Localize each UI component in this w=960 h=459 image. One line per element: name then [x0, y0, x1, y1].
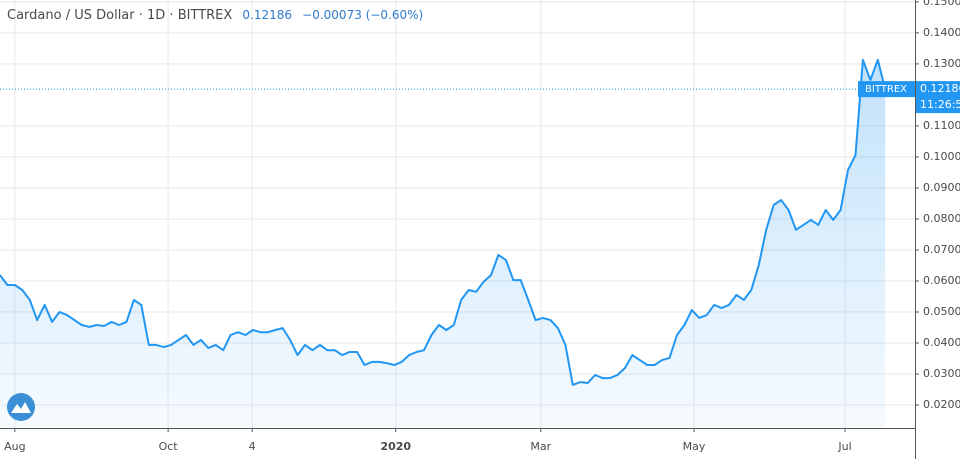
last-price: 0.12186 [242, 8, 293, 22]
y-tick-label: 0.0300 [923, 367, 960, 380]
y-tick-label: 0.1100 [923, 119, 960, 132]
x-tick-label: Oct [159, 440, 179, 453]
y-tick-label: 0.1000 [923, 150, 960, 163]
area-fill [0, 59, 886, 429]
exchange-label: BITTREX [865, 84, 907, 95]
price-change: −0.00073 (−0.60%) [302, 8, 424, 22]
header: Cardano / US Dollar · 1D · BITTREX 0.121… [7, 8, 429, 23]
symbol-title: Cardano / US Dollar · 1D · BITTREX [7, 8, 233, 23]
y-tick-label: 0.0700 [923, 243, 960, 256]
y-tick-label: 0.0600 [923, 274, 960, 287]
y-tick-label: 0.0200 [923, 398, 960, 411]
x-tick-label: 4 [249, 440, 256, 453]
price-badge-label: 0.12186 [920, 82, 960, 95]
x-tick-label: Aug [4, 440, 25, 453]
x-tick-label: Mar [530, 440, 551, 453]
exchange-badge [858, 81, 915, 98]
y-tick-label: 0.0400 [923, 336, 960, 349]
time-badge-label: 11:26:5 [920, 98, 960, 111]
y-tick-label: 0.1400 [923, 26, 960, 39]
y-tick-label: 0.0900 [923, 181, 960, 194]
y-tick-label: 0.0500 [923, 305, 960, 318]
y-tick-label: 0.1500 [923, 0, 960, 8]
price-line [0, 58, 887, 386]
x-tick-label: Jul [837, 440, 851, 453]
logo [7, 393, 35, 421]
price-badge [916, 81, 960, 114]
x-tick-label: 2020 [380, 440, 411, 453]
y-tick-label: 0.1300 [923, 57, 960, 70]
x-tick-label: May [683, 440, 706, 453]
y-tick-label: 0.0800 [923, 212, 960, 225]
